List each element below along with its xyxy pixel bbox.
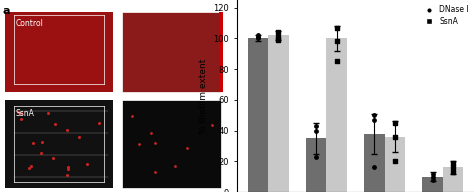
Bar <box>5 100 113 188</box>
Point <box>274 38 282 41</box>
Point <box>254 37 262 40</box>
Point <box>391 121 399 124</box>
Point <box>312 124 320 127</box>
Bar <box>422 177 443 192</box>
Point <box>333 60 340 63</box>
Point <box>449 170 457 174</box>
Point <box>333 26 340 29</box>
Bar <box>327 38 347 192</box>
Bar <box>306 138 327 192</box>
Bar <box>385 137 405 192</box>
Bar <box>122 12 221 92</box>
Bar <box>122 100 221 188</box>
Bar <box>268 35 289 192</box>
Point <box>274 31 282 34</box>
Legend: DNase I, SsnA: DNase I, SsnA <box>420 4 470 27</box>
Bar <box>443 167 463 192</box>
Point <box>449 166 457 169</box>
Bar <box>248 38 268 192</box>
Bar <box>365 134 385 192</box>
Y-axis label: % Biofilm extent: % Biofilm extent <box>199 58 208 134</box>
Point <box>371 118 378 121</box>
Text: SsnA: SsnA <box>16 109 35 118</box>
Bar <box>219 12 223 92</box>
Point <box>429 178 437 181</box>
Point <box>254 34 262 37</box>
Point <box>449 161 457 164</box>
Text: a: a <box>2 6 10 16</box>
Point <box>312 129 320 132</box>
Point <box>274 35 282 38</box>
Point <box>391 135 399 138</box>
Text: Control: Control <box>16 19 44 28</box>
Point <box>371 166 378 169</box>
Point <box>312 155 320 158</box>
Point <box>254 35 262 38</box>
Point <box>371 114 378 117</box>
Point <box>429 175 437 178</box>
Bar <box>5 12 113 92</box>
Point <box>429 172 437 175</box>
Point <box>391 160 399 163</box>
Point <box>333 40 340 43</box>
